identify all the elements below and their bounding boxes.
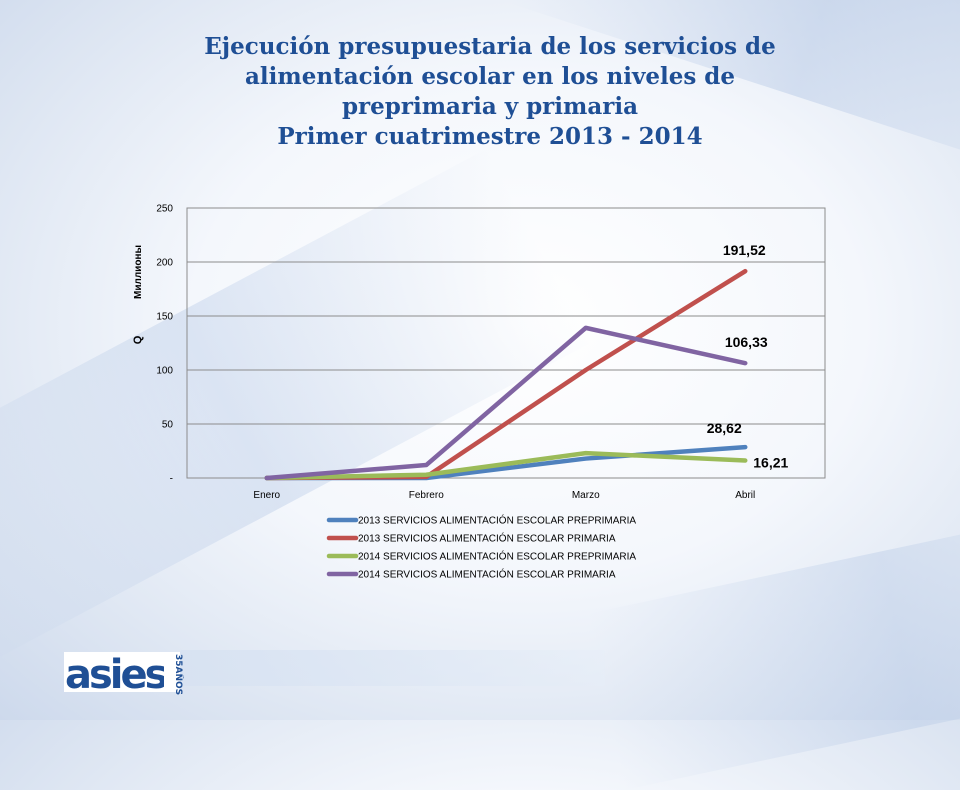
data-labels: 28,62 191,52 16,21 106,33 [707, 242, 789, 470]
legend-entry: 2014 SERVICIOS ALIMENTACIÓN ESCOLAR PRIM… [358, 568, 616, 581]
y-axis-label: Q [132, 335, 144, 344]
x-tick-label: Enero [253, 490, 280, 501]
y-tick-label: 100 [156, 366, 173, 377]
y-tick-label: - [170, 474, 173, 485]
x-tick-labels: Enero Febrero Marzo Abril [253, 490, 755, 501]
x-tick-label: Marzo [572, 490, 600, 501]
y-tick-label: 200 [156, 258, 173, 269]
legend-entry: 2014 SERVICIOS ALIMENTACIÓN ESCOLAR PREP… [358, 550, 636, 563]
series-line [264, 450, 748, 481]
x-tick-label: Abril [735, 490, 755, 501]
title-line: alimentación escolar en los niveles de [245, 62, 735, 90]
y-axis-label-multiplier: Миллионы [133, 245, 144, 299]
data-label: 28,62 [707, 420, 742, 436]
series-line [264, 325, 748, 481]
svg-text:35AÑOS: 35AÑOS [173, 654, 184, 695]
data-label: 16,21 [753, 454, 788, 470]
series-lines [264, 268, 748, 481]
x-tick-label: Febrero [409, 490, 444, 501]
asies-logo: asies 35AÑOS [64, 652, 184, 695]
title-line: Primer cuatrimestre 2013 - 2014 [277, 122, 703, 150]
data-label: 106,33 [725, 334, 768, 350]
y-tick-labels: - 50 100 150 200 250 [156, 204, 173, 485]
series-line [264, 268, 748, 481]
slide-title: Ejecución presupuestaria de los servicio… [130, 32, 850, 152]
footer-bar [180, 650, 605, 686]
legend-entry: 2013 SERVICIOS ALIMENTACIÓN ESCOLAR PREP… [358, 514, 636, 527]
line-chart: - 50 100 150 200 250 Миллионы Q Enero Febrero M… [132, 204, 826, 581]
chart-legend: 2013 SERVICIOS ALIMENTACIÓN ESCOLAR PREP… [326, 514, 636, 581]
y-tick-label: 150 [156, 312, 173, 323]
svg-text:asies: asies [65, 652, 167, 695]
y-tick-label: 250 [156, 204, 173, 215]
y-tick-label: 50 [162, 420, 174, 431]
data-label: 191,52 [723, 242, 766, 258]
title-line: preprimaria y primaria [341, 92, 639, 120]
title-line: Ejecución presupuestaria de los servicio… [204, 33, 776, 60]
legend-entry: 2013 SERVICIOS ALIMENTACIÓN ESCOLAR PRIM… [358, 532, 616, 545]
